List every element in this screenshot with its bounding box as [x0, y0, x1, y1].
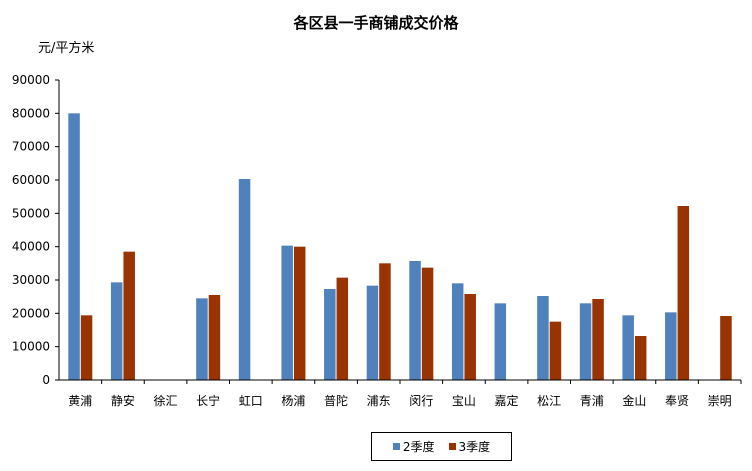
x-tick-label: 松江	[537, 394, 561, 408]
bar-q3-7	[379, 263, 391, 380]
bar-q3-0	[80, 315, 93, 380]
y-tick-label: 90000	[12, 73, 50, 87]
y-tick-label: 10000	[12, 340, 50, 354]
bar-q2-11	[537, 296, 549, 380]
bar-q3-14	[677, 206, 690, 380]
x-tick-label: 虹口	[239, 394, 263, 408]
bar-q3-9	[464, 294, 476, 380]
bar-q2-1	[110, 282, 123, 380]
x-tick-label: 普陀	[324, 393, 348, 408]
y-tick-label: 80000	[12, 106, 50, 120]
x-tick-label: 长宁	[196, 393, 220, 408]
x-tick-label: 奉贤	[665, 394, 689, 408]
x-tick-label: 静安	[111, 393, 135, 408]
bar-q3-12	[592, 299, 604, 380]
y-tick-label: 50000	[12, 206, 50, 220]
legend-label-q3: 3季度	[458, 440, 491, 454]
x-tick-label: 青浦	[580, 394, 604, 408]
bar-q3-1	[123, 251, 135, 380]
chart-title: 各区县一手商铺成交价格	[293, 14, 459, 32]
bar-q3-5	[293, 246, 306, 380]
bar-q3-3	[208, 295, 221, 380]
y-tick-label: 30000	[12, 273, 50, 287]
y-tick-label: 40000	[12, 240, 50, 254]
legend-swatch-q2	[392, 443, 400, 450]
bar-q2-14	[665, 312, 677, 380]
legend-label-q2: 2季度	[402, 440, 435, 454]
legend: 2季度 3季度	[371, 432, 512, 461]
bar-q2-0	[68, 113, 80, 380]
y-tick-label: 60000	[12, 173, 50, 187]
bar-q3-11	[549, 321, 562, 380]
legend-item-q3: 3季度	[448, 438, 491, 455]
bar-q2-9	[451, 283, 464, 380]
x-tick-label: 闵行	[409, 393, 433, 408]
bar-q2-12	[579, 303, 592, 380]
x-tick-label: 崇明	[708, 394, 732, 408]
bar-q3-6	[336, 277, 349, 380]
y-axis-unit-label: 元/平方米	[38, 41, 95, 56]
x-tick-label: 浦东	[367, 394, 391, 408]
bar-q2-6	[324, 289, 336, 380]
x-axis-labels: 黄浦 静安 徐汇 长宁 虹口 杨浦 普陀 浦东 闵行 宝山 嘉定 松江 青浦 金山 奉贤 崇明	[68, 380, 742, 408]
y-axis-ticks: 0 10000 20000 30000 40000 50000 60000 70000 8000…	[12, 73, 59, 387]
legend-swatch-q3	[448, 443, 456, 450]
bar-q2-5	[281, 245, 293, 380]
x-tick-label: 黄浦	[68, 394, 92, 408]
y-tick-label: 20000	[12, 306, 50, 320]
legend-item-q2: 2季度	[392, 438, 435, 455]
bar-q2-13	[622, 315, 634, 380]
x-tick-label: 宝山	[452, 394, 476, 408]
bar-q2-10	[494, 303, 507, 380]
x-tick-label: 杨浦	[281, 393, 305, 408]
bar-q2-8	[409, 261, 421, 380]
bar-series	[68, 113, 732, 380]
bar-q2-4	[238, 179, 251, 380]
bar-q3-13	[634, 336, 647, 380]
x-tick-label: 金山	[622, 393, 646, 408]
bar-q2-3	[196, 298, 208, 380]
x-tick-label: 嘉定	[495, 393, 519, 408]
bar-q3-15	[720, 316, 732, 380]
y-tick-label: 70000	[12, 140, 50, 154]
x-tick-label: 徐汇	[154, 393, 178, 408]
bar-q3-8	[421, 267, 434, 380]
y-tick-label: 0	[42, 373, 50, 387]
bar-q2-7	[366, 285, 379, 380]
